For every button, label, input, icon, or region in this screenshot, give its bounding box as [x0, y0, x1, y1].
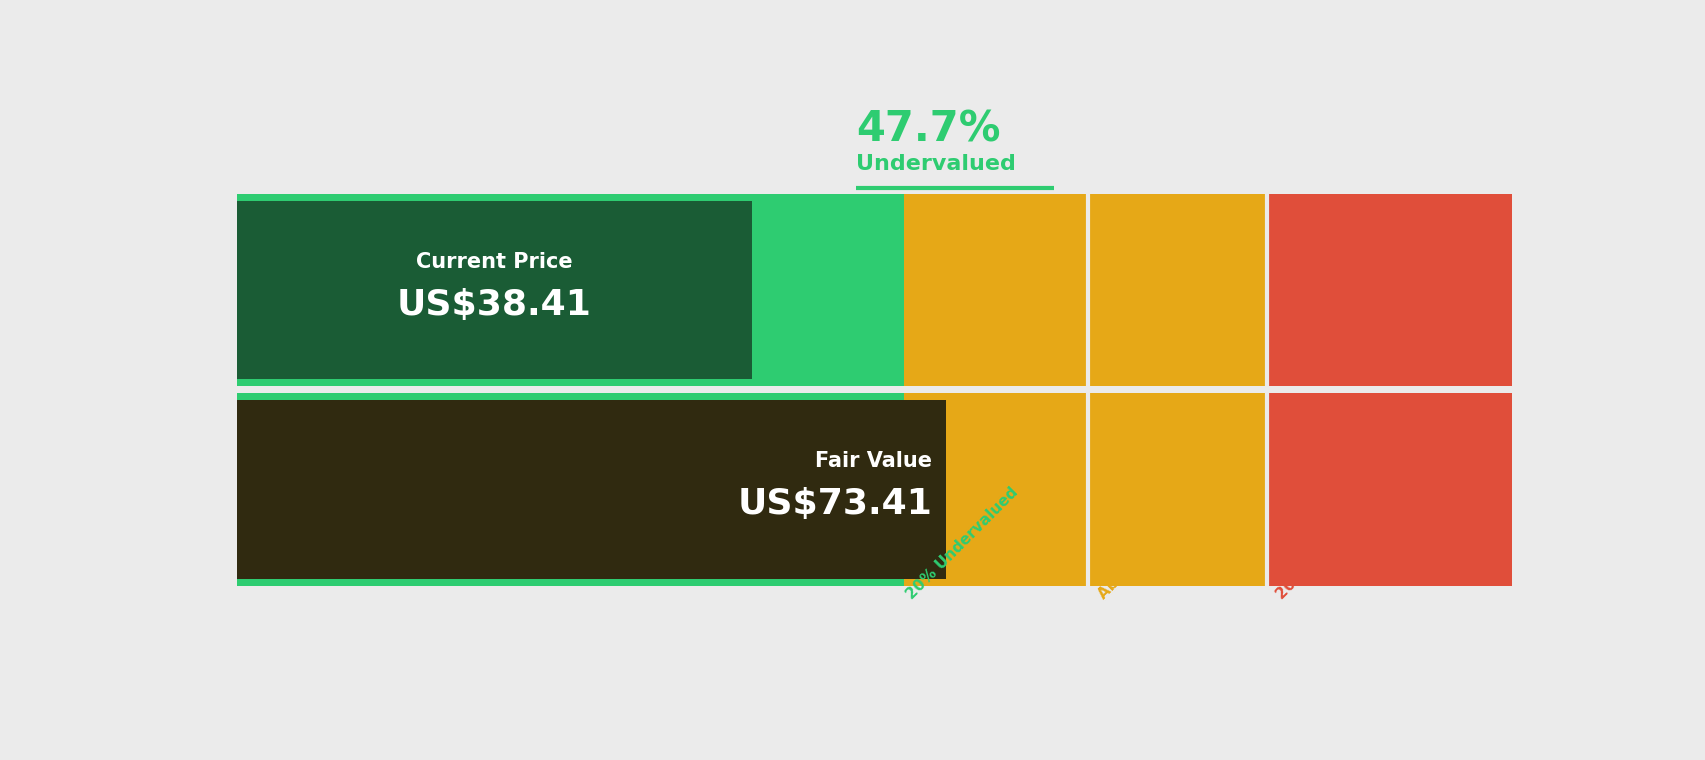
- Text: US$73.41: US$73.41: [737, 487, 933, 521]
- Text: 20% Overvalued: 20% Overvalued: [1272, 492, 1383, 602]
- Bar: [237, 386, 1511, 393]
- Bar: [237, 201, 752, 379]
- Bar: [237, 194, 904, 586]
- Text: 47.7%: 47.7%: [856, 108, 999, 150]
- Text: US$38.41: US$38.41: [397, 287, 592, 321]
- Text: About Right: About Right: [1095, 519, 1178, 602]
- Text: Fair Value: Fair Value: [815, 451, 933, 471]
- Text: Undervalued: Undervalued: [856, 154, 1014, 174]
- Bar: [237, 401, 945, 578]
- Bar: [1267, 194, 1511, 586]
- Text: Current Price: Current Price: [416, 252, 573, 272]
- Bar: [904, 194, 1267, 586]
- Text: 20% Undervalued: 20% Undervalued: [904, 485, 1021, 602]
